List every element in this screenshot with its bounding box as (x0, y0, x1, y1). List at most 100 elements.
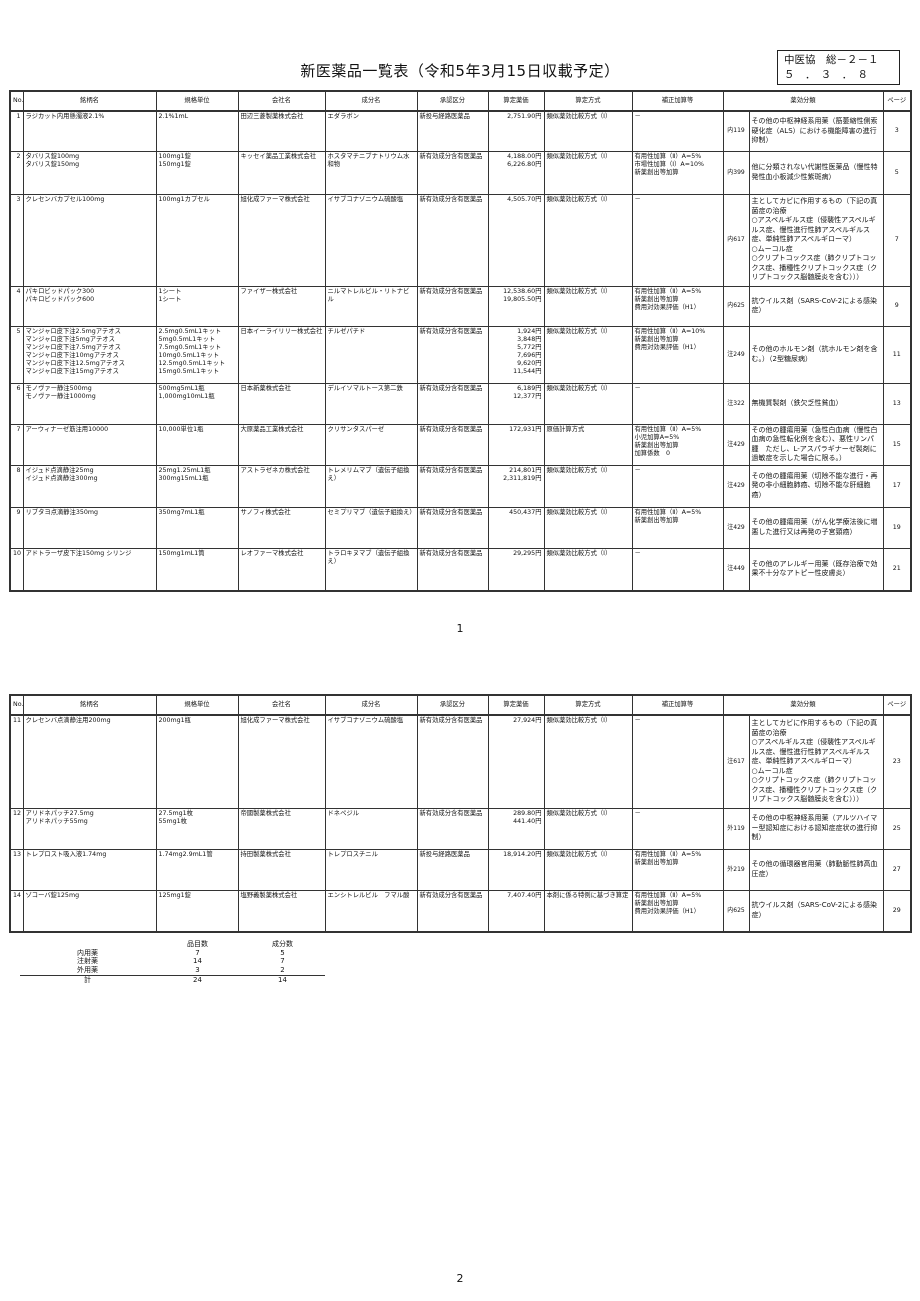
page-number: 2 (456, 1272, 464, 1285)
cell-no: 8 (9, 464, 24, 508)
cell-code: 内119 (722, 110, 750, 152)
cell-code: 注449 (722, 547, 750, 592)
cell-method: 類似薬効比較方式（Ⅰ） (543, 285, 633, 327)
cell-approval: 新有効成分含有医薬品 (416, 285, 489, 327)
column-header: 成分名 (324, 694, 418, 716)
cell-ingredient: ホスタマチニブナトリウム水和物 (324, 150, 418, 195)
cell-approval: 新有効成分含有医薬品 (416, 889, 489, 933)
cell-company: ファイザー株式会社 (237, 285, 326, 327)
cell-spec: 25mg1.25mL1瓶 300mg15mL1瓶 (155, 464, 239, 508)
cell-price: 27,924円 (487, 714, 545, 809)
cell-code: 注249 (722, 325, 750, 384)
cell-price: 289.80円 441.40円 (487, 807, 545, 850)
summary-cell: 7 (195, 948, 200, 957)
column-header: 算定薬価 (487, 694, 545, 716)
cell-approval: 新有効成分含有医薬品 (416, 807, 489, 850)
cell-approval: 新有効成分含有医薬品 (416, 547, 489, 592)
table-row: 14 ゾコーバ錠125mg 125mg1錠 塩野義製薬株式会社 エンシトレルビル フマル… (9, 889, 912, 933)
cell-spec: 10,000単位1瓶 (155, 423, 239, 466)
cell-name: パキロビッドパック300 パキロビッドパック600 (22, 285, 157, 327)
cell-adjust: 有用性加算（Ⅱ）A=10% 新薬創出等加算 費用対効果評価（H1） (631, 325, 724, 384)
cell-ref-page: 27 (882, 848, 912, 891)
cell-ingredient: クリサンタスパーゼ (324, 423, 418, 466)
cell-ingredient: ドネペジル (324, 807, 418, 850)
cell-effect: その他の腫瘍用薬（切除不能な進行・再発の非小細胞肺癌、切除不能な肝細胞癌） (748, 464, 884, 508)
cell-name: モノヴァー静注500mg モノヴァー静注1000mg (22, 382, 157, 425)
table-row: 12 アリドネパッチ27.5mg アリドネパッチ55mg 27.5mg1枚 55mg… (9, 807, 912, 850)
cell-spec: 100mg1カプセル (155, 193, 239, 287)
summary-table: 品目数 成分数 内用薬 7 5 注射薬 14 7 外用薬 3 2 計 24 14 (20, 940, 325, 985)
cell-company: 帝國製薬株式会社 (237, 807, 326, 850)
cell-spec: 150mg1mL1筒 (155, 547, 239, 592)
cell-effect: その他のホルモン剤（抗ホルモン剤を含む。）（2型糖尿病） (748, 325, 884, 384)
cell-effect: 無機質製剤（鉄欠乏性貧血） (748, 382, 884, 425)
cell-method: 類似薬効比較方式（Ⅰ） (543, 325, 633, 384)
cell-effect: その他の中枢神経系用薬（筋萎縮性側索硬化症（ALS）における機能障害の進行抑制） (748, 110, 884, 152)
cell-name: イジュド点滴静注25mg イジュド点滴静注300mg (22, 464, 157, 508)
summary-total-cell: 24 (193, 975, 202, 984)
column-header: 会社名 (237, 90, 326, 112)
cell-adjust: 有用性加算（Ⅱ）A=5% 市場性加算（Ⅰ）A=10% 新薬創出等加算 (631, 150, 724, 195)
cell-spec: 1.74mg2.9mL1管 (155, 848, 239, 891)
cell-ingredient: トレプロスチニル (324, 848, 418, 891)
cell-ingredient: イサブコナゾニウム硫酸塩 (324, 193, 418, 287)
cell-spec: 1シート 1シート (155, 285, 239, 327)
summary-cell: 2 (280, 966, 285, 975)
cell-spec: 125mg1錠 (155, 889, 239, 933)
cell-approval: 新有効成分含有医薬品 (416, 506, 489, 549)
cell-ingredient: ニルマトレルビル・リトナビル (324, 285, 418, 327)
column-header: 補正加算等 (631, 694, 724, 716)
cell-code: 注429 (722, 506, 750, 549)
cell-price: 18,914.20円 (487, 848, 545, 891)
cell-ref-page: 29 (882, 889, 912, 933)
cell-price: 7,407.40円 (487, 889, 545, 933)
cell-no: 1 (9, 110, 24, 152)
cell-approval: 新投与経路医薬品 (416, 110, 489, 152)
cell-price: 214,801円 2,311,819円 (487, 464, 545, 508)
cell-no: 2 (9, 150, 24, 195)
cell-spec: 200mg1瓶 (155, 714, 239, 809)
cell-price: 12,538.60円 19,805.50円 (487, 285, 545, 327)
document-stamp: 中医協 総－２－１ ５ ． ３ ． ８ (777, 50, 900, 85)
cell-method: 類似薬効比較方式（Ⅰ） (543, 506, 633, 549)
column-header: 会社名 (237, 694, 326, 716)
cell-ingredient: エダラボン (324, 110, 418, 152)
cell-adjust: － (631, 382, 724, 425)
cell-effect: その他の腫瘍用薬（急性白血病（慢性白血病の急性転化例を含む）、悪性リンパ腫 ただ… (748, 423, 884, 466)
cell-effect: 他に分類されない代謝性医薬品（慢性特発性血小板減少性紫斑病） (748, 150, 884, 195)
cell-name: リブタヨ点滴静注350mg (22, 506, 157, 549)
cell-method: 類似薬効比較方式（Ⅰ） (543, 150, 633, 195)
cell-effect: その他の腫瘍用薬（がん化学療法後に増悪した進行又は再発の子宮頸癌） (748, 506, 884, 549)
cell-price: 4,505.70円 (487, 193, 545, 287)
cell-ref-page: 9 (882, 285, 912, 327)
cell-code: 注322 (722, 382, 750, 425)
document-title: 新医薬品一覧表（令和5年3月15日収載予定） (300, 62, 620, 80)
cell-company: 日本新薬株式会社 (237, 382, 326, 425)
cell-spec: 500mg5mL1瓶 1,000mg10mL1瓶 (155, 382, 239, 425)
column-header: 成分名 (324, 90, 418, 112)
cell-name: マンジャロ皮下注2.5mgアテオス マンジャロ皮下注5mgアテオス マンジャロ皮… (22, 325, 157, 384)
cell-method: 原価計算方式 (543, 423, 633, 466)
cell-ref-page: 3 (882, 110, 912, 152)
column-header: ページ (882, 90, 912, 112)
drug-table-page-2: No. 銘柄名 規格単位 会社名 成分名 承認区分 算定薬価 算定方式 補正加算等 薬効分類 ページ… (9, 694, 912, 933)
column-header: 規格単位 (155, 694, 239, 716)
cell-adjust: － (631, 714, 724, 809)
column-header: 銘柄名 (22, 90, 157, 112)
cell-price: 1,924円 3,848円 5,772円 7,696円 9,620円 11,54… (487, 325, 545, 384)
cell-adjust: － (631, 807, 724, 850)
table-row: 5 マンジャロ皮下注2.5mgアテオス マンジャロ皮下注5mgアテオス マンジャロ… (9, 325, 912, 384)
cell-method: 類似薬効比較方式（Ⅰ） (543, 382, 633, 425)
summary-total-row: 計 24 14 (20, 976, 325, 985)
cell-ref-page: 21 (882, 547, 912, 592)
cell-no: 4 (9, 285, 24, 327)
cell-company: キッセイ薬品工業株式会社 (237, 150, 326, 195)
summary-cell: 外用薬 (77, 966, 98, 975)
cell-spec: 27.5mg1枚 55mg1枚 (155, 807, 239, 850)
column-header: 薬効分類 (722, 694, 884, 716)
summary-cell: 14 (193, 957, 202, 966)
summary-row: 内用薬 7 5 (20, 949, 325, 958)
summary-divider (20, 974, 325, 976)
cell-adjust: 有用性加算（Ⅱ）A=5% 新薬創出等加算 (631, 506, 724, 549)
cell-name: ゾコーバ錠125mg (22, 889, 157, 933)
